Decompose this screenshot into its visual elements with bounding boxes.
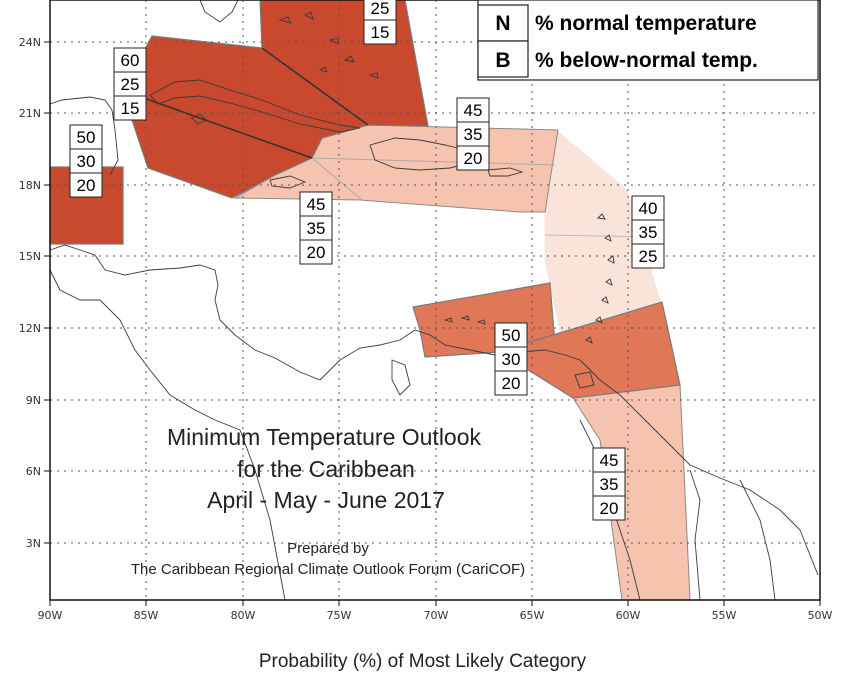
coastlines bbox=[49, 0, 819, 601]
map-caption: Probability (%) of Most Likely Category bbox=[258, 651, 587, 672]
probability-value: 35 bbox=[307, 219, 326, 238]
legend: N B % normal temperature % below-normal … bbox=[477, 0, 819, 81]
probability-box: 45 35 20 bbox=[299, 191, 333, 265]
probability-cell bbox=[69, 148, 103, 174]
probability-value: 20 bbox=[600, 499, 619, 518]
probability-value: 35 bbox=[600, 475, 619, 494]
legend-text: % normal temperature bbox=[535, 12, 757, 35]
probability-value: 15 bbox=[121, 99, 140, 118]
probability-value: 30 bbox=[77, 152, 96, 171]
latitude-label: 18N bbox=[19, 179, 41, 192]
probability-cell bbox=[494, 322, 528, 348]
probability-cell bbox=[456, 145, 490, 171]
title-line-3: April - May - June 2017 bbox=[207, 487, 445, 513]
probability-box: 60 25 15 bbox=[113, 47, 147, 121]
probability-cell bbox=[456, 97, 490, 123]
probability-box: 45 35 20 bbox=[592, 447, 626, 521]
probability-cell bbox=[631, 195, 665, 221]
probability-cell bbox=[113, 95, 147, 121]
probability-value: 50 bbox=[502, 326, 521, 345]
probability-value: 40 bbox=[639, 199, 658, 218]
division-line bbox=[137, 95, 313, 159]
latitude-label: 3N bbox=[26, 537, 41, 550]
division-line bbox=[261, 47, 369, 126]
probability-cell bbox=[113, 47, 147, 73]
probability-value: 15 bbox=[371, 23, 390, 42]
title-line-1: Minimum Temperature Outlook bbox=[167, 424, 482, 450]
probability-value: 20 bbox=[502, 374, 521, 393]
probability-cell bbox=[592, 495, 626, 521]
probability-cell bbox=[494, 370, 528, 396]
probability-value: 25 bbox=[639, 247, 658, 266]
latitude-label: 12N bbox=[19, 322, 41, 335]
latitude-label: 15N bbox=[19, 250, 41, 263]
longitude-label: 75W bbox=[327, 609, 352, 622]
latitude-label: 9N bbox=[26, 394, 41, 407]
probability-cell bbox=[631, 219, 665, 245]
legend-letter: N bbox=[495, 12, 510, 35]
division-line bbox=[311, 157, 556, 166]
probability-value: 45 bbox=[464, 101, 483, 120]
latitude-label: 6N bbox=[26, 465, 41, 478]
legend-letter: B bbox=[495, 49, 510, 72]
legend-letter-box bbox=[477, 40, 529, 78]
probability-boxes: 2515602515503020453520453520403525503020… bbox=[69, 0, 665, 521]
probability-cell bbox=[631, 243, 665, 269]
probability-value: 45 bbox=[600, 451, 619, 470]
latitude-label: 21N bbox=[19, 107, 41, 120]
probability-value: 20 bbox=[464, 149, 483, 168]
probability-value: 30 bbox=[502, 350, 521, 369]
longitude-label: 50W bbox=[808, 609, 833, 622]
credit-line-2: The Caribbean Regional Climate Outlook F… bbox=[131, 561, 525, 578]
probability-box: 45 35 20 bbox=[456, 97, 490, 171]
probability-cell bbox=[69, 124, 103, 150]
legend-text: % below-normal temp. bbox=[535, 49, 758, 72]
probability-value: 45 bbox=[307, 195, 326, 214]
probability-box: 50 30 20 bbox=[69, 124, 103, 198]
probability-box: 50 30 20 bbox=[494, 322, 528, 396]
legend-letter-box bbox=[477, 4, 529, 42]
probability-cell bbox=[299, 239, 333, 265]
longitude-label: 80W bbox=[231, 609, 256, 622]
longitude-label: 65W bbox=[520, 609, 545, 622]
longitude-label: 90W bbox=[38, 609, 63, 622]
longitude-label: 85W bbox=[134, 609, 159, 622]
latitude-axis: 24N 21N 18N 15N 12N 9N 6N 3N bbox=[19, 36, 50, 550]
division-line bbox=[311, 157, 363, 201]
probability-cell bbox=[113, 71, 147, 97]
probability-value: 25 bbox=[371, 0, 390, 18]
map-title: Minimum Temperature Outlook for the Cari… bbox=[131, 424, 525, 578]
probability-value: 25 bbox=[121, 75, 140, 94]
probability-cell bbox=[363, 19, 397, 45]
probability-value: 50 bbox=[77, 128, 96, 147]
title-line-2: for the Caribbean bbox=[237, 456, 415, 482]
credit-line-1: Prepared by bbox=[287, 540, 369, 557]
longitude-label: 70W bbox=[424, 609, 449, 622]
probability-value: 35 bbox=[464, 125, 483, 144]
probability-value: 35 bbox=[639, 223, 658, 242]
probability-box: 40 35 25 bbox=[631, 195, 665, 269]
probability-cell bbox=[456, 121, 490, 147]
latitude-label: 24N bbox=[19, 36, 41, 49]
longitude-axis: 90W 85W 80W 75W 70W 65W 60W 55W 50W bbox=[38, 600, 833, 622]
probability-value: 20 bbox=[77, 176, 96, 195]
probability-value: 60 bbox=[121, 51, 140, 70]
longitude-label: 55W bbox=[712, 609, 737, 622]
probability-cell bbox=[592, 447, 626, 473]
probability-value: 20 bbox=[307, 243, 326, 262]
probability-cell bbox=[69, 172, 103, 198]
longitude-label: 60W bbox=[616, 609, 641, 622]
map-frame bbox=[49, 0, 821, 601]
